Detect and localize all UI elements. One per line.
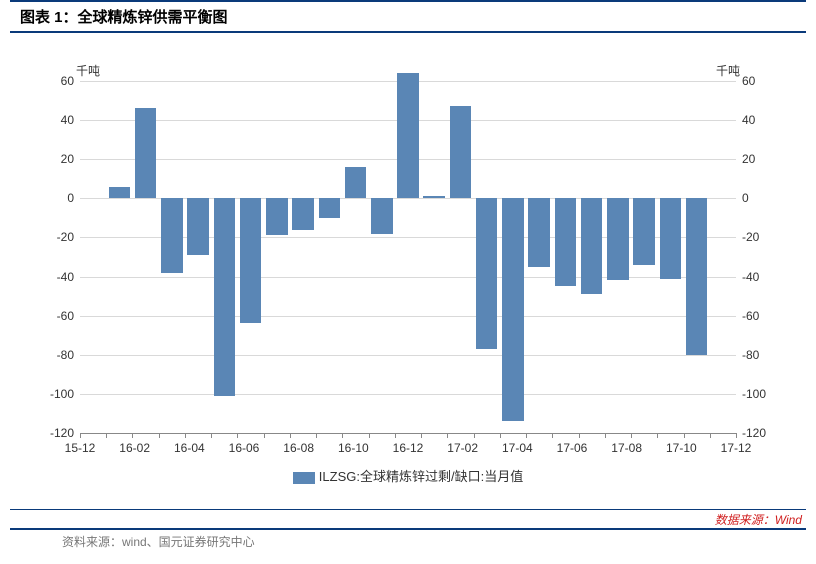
bar [240, 198, 262, 323]
y-tick-right: 0 [736, 191, 749, 205]
y-tick-left: 0 [67, 191, 80, 205]
x-tick [132, 433, 133, 438]
x-tick-label: 16-08 [283, 441, 314, 455]
source-right: 数据来源：Wind [715, 511, 802, 528]
y-tick-right: -80 [736, 348, 759, 362]
bar [292, 198, 314, 229]
y-tick-left: -100 [50, 387, 80, 401]
x-tick-label: 17-12 [721, 441, 752, 455]
x-tick [316, 433, 317, 438]
y-tick-left: -80 [57, 348, 80, 362]
bar [266, 198, 288, 235]
bar [319, 198, 341, 218]
bar [581, 198, 603, 294]
gridline [80, 394, 736, 395]
y-tick-right: 20 [736, 152, 755, 166]
x-tick [211, 433, 212, 438]
x-tick-label: 17-04 [502, 441, 533, 455]
x-tick-label: 17-06 [557, 441, 588, 455]
footer-bar: 数据来源：Wind [10, 509, 806, 530]
legend: ILZSG:全球精炼锌过剩/缺口:当月值 [20, 466, 796, 485]
x-tick [421, 433, 422, 438]
x-tick [684, 433, 685, 438]
x-tick [605, 433, 606, 438]
bar [345, 167, 367, 198]
y-tick-right: -120 [736, 426, 766, 440]
x-tick [500, 433, 501, 438]
x-tick [185, 433, 186, 438]
gridline [80, 355, 736, 356]
bar [423, 196, 445, 198]
bar [397, 73, 419, 198]
y-tick-left: -60 [57, 309, 80, 323]
x-tick [159, 433, 160, 438]
y-tick-left: -120 [50, 426, 80, 440]
x-tick [474, 433, 475, 438]
legend-swatch [293, 472, 315, 484]
gridline [80, 316, 736, 317]
x-tick [290, 433, 291, 438]
bar [607, 198, 629, 280]
bar [528, 198, 550, 266]
bar [214, 198, 236, 396]
x-tick [237, 433, 238, 438]
x-tick-label: 17-10 [666, 441, 697, 455]
x-tick [657, 433, 658, 438]
y-tick-right: -40 [736, 270, 759, 284]
bar [187, 198, 209, 255]
x-tick-label: 15-12 [65, 441, 96, 455]
bar [660, 198, 682, 278]
bar [476, 198, 498, 349]
x-tick [552, 433, 553, 438]
y-tick-right: -60 [736, 309, 759, 323]
y-axis-title-left: 千吨 [76, 62, 100, 79]
gridline [80, 277, 736, 278]
x-tick [447, 433, 448, 438]
y-tick-left: 20 [61, 152, 80, 166]
x-tick-label: 17-08 [611, 441, 642, 455]
bar [555, 198, 577, 286]
bar [502, 198, 524, 421]
y-axis-title-right: 千吨 [716, 62, 740, 79]
bar [450, 106, 472, 198]
x-tick-label: 16-06 [229, 441, 260, 455]
source-left: 资料来源：wind、国元证券研究中心 [62, 533, 255, 550]
bar [109, 187, 131, 199]
x-tick [264, 433, 265, 438]
gridline [80, 433, 736, 434]
chart-title: 图表 1：全球精炼锌供需平衡图 [20, 9, 228, 26]
y-tick-right: -20 [736, 230, 759, 244]
x-tick [631, 433, 632, 438]
bar [135, 108, 157, 198]
y-tick-left: -20 [57, 230, 80, 244]
bar [686, 198, 708, 354]
bar [633, 198, 655, 264]
x-tick-label: 16-02 [119, 441, 150, 455]
x-tick [369, 433, 370, 438]
x-tick-label: 17-02 [447, 441, 478, 455]
y-tick-left: 40 [61, 113, 80, 127]
x-tick-label: 16-10 [338, 441, 369, 455]
legend-label: ILZSG:全球精炼锌过剩/缺口:当月值 [319, 469, 523, 484]
chart-title-bar: 图表 1：全球精炼锌供需平衡图 [10, 0, 806, 33]
x-tick [736, 433, 737, 438]
x-tick [106, 433, 107, 438]
bar [371, 198, 393, 233]
x-tick-label: 16-12 [393, 441, 424, 455]
x-tick [579, 433, 580, 438]
bar [161, 198, 183, 272]
x-tick [80, 433, 81, 438]
y-tick-right: 40 [736, 113, 755, 127]
x-tick [710, 433, 711, 438]
x-tick [526, 433, 527, 438]
x-tick-label: 16-04 [174, 441, 205, 455]
y-tick-left: -40 [57, 270, 80, 284]
chart-area: 60604040202000-20-20-40-40-60-60-80-80-1… [20, 63, 796, 503]
plot-region: 60604040202000-20-20-40-40-60-60-80-80-1… [80, 81, 736, 433]
x-tick [395, 433, 396, 438]
y-tick-right: -100 [736, 387, 766, 401]
x-tick [342, 433, 343, 438]
